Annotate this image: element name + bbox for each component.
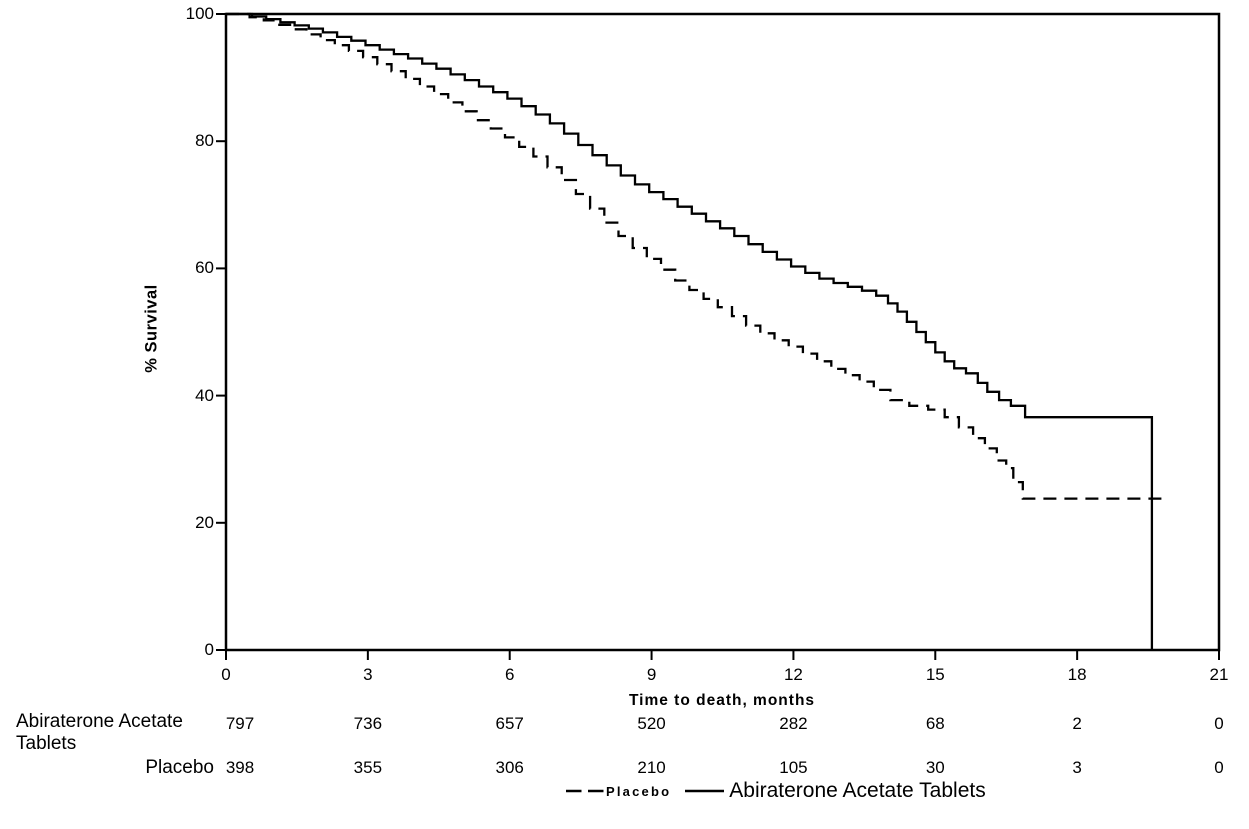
atrisk-count: 0 — [1214, 714, 1224, 733]
atrisk-count: 2 — [1072, 714, 1082, 733]
survival-curves — [226, 12, 1163, 650]
atrisk-count: 398 — [225, 758, 255, 777]
x-axis-title: Time to death, months — [628, 692, 816, 709]
atrisk-count: 282 — [779, 714, 808, 733]
axis-tick-marks — [216, 13, 1220, 660]
chart-legend: Placebo Abiraterone Acetate Tablets — [566, 777, 986, 805]
legend-label-placebo: Placebo — [606, 783, 672, 799]
x-tick-label: 3 — [363, 665, 373, 684]
legend-label-abiraterone: Abiraterone Acetate Tablets — [729, 779, 986, 802]
atrisk-count: 736 — [353, 714, 383, 733]
atrisk-count: 210 — [637, 758, 666, 777]
y-tick-label: 80 — [195, 131, 214, 151]
x-tick-label: 9 — [646, 665, 657, 684]
legend-dashed-line-sample — [566, 789, 604, 793]
x-tick-label: 18 — [1067, 665, 1087, 684]
atrisk-count: 30 — [925, 758, 945, 777]
plot-frame — [224, 12, 1221, 652]
atrisk-count: 797 — [225, 714, 255, 733]
y-axis-title: % Survival — [142, 284, 161, 373]
x-tick-label: 6 — [504, 665, 515, 684]
x-tick-label: 21 — [1209, 665, 1229, 684]
atrisk-count: 3 — [1072, 758, 1082, 777]
legend-solid-line-sample — [685, 789, 725, 793]
survival-curve-abiraterone — [226, 12, 1154, 650]
atrisk-count: 306 — [495, 758, 524, 777]
y-tick-label: 20 — [195, 512, 214, 532]
atrisk-row-label-abiraterone: Abiraterone Acetate Tablets — [16, 711, 183, 754]
y-tick-label: 60 — [195, 258, 214, 278]
y-tick-label: 40 — [195, 385, 214, 405]
atrisk-count: 520 — [637, 714, 666, 733]
atrisk-row-label-placebo: Placebo — [145, 757, 214, 778]
y-tick-label: 100 — [185, 4, 214, 23]
x-tick-label: 12 — [783, 665, 803, 684]
y-tick-label: 0 — [204, 640, 214, 659]
atrisk-count: 657 — [495, 714, 524, 733]
x-tick-label: 0 — [221, 665, 231, 684]
atrisk-count: 68 — [925, 714, 945, 733]
atrisk-count: 105 — [779, 758, 808, 777]
x-tick-label: 15 — [925, 665, 945, 684]
atrisk-count: 0 — [1214, 758, 1224, 777]
atrisk-count: 355 — [353, 758, 383, 777]
survival-curve-placebo — [226, 12, 1163, 500]
